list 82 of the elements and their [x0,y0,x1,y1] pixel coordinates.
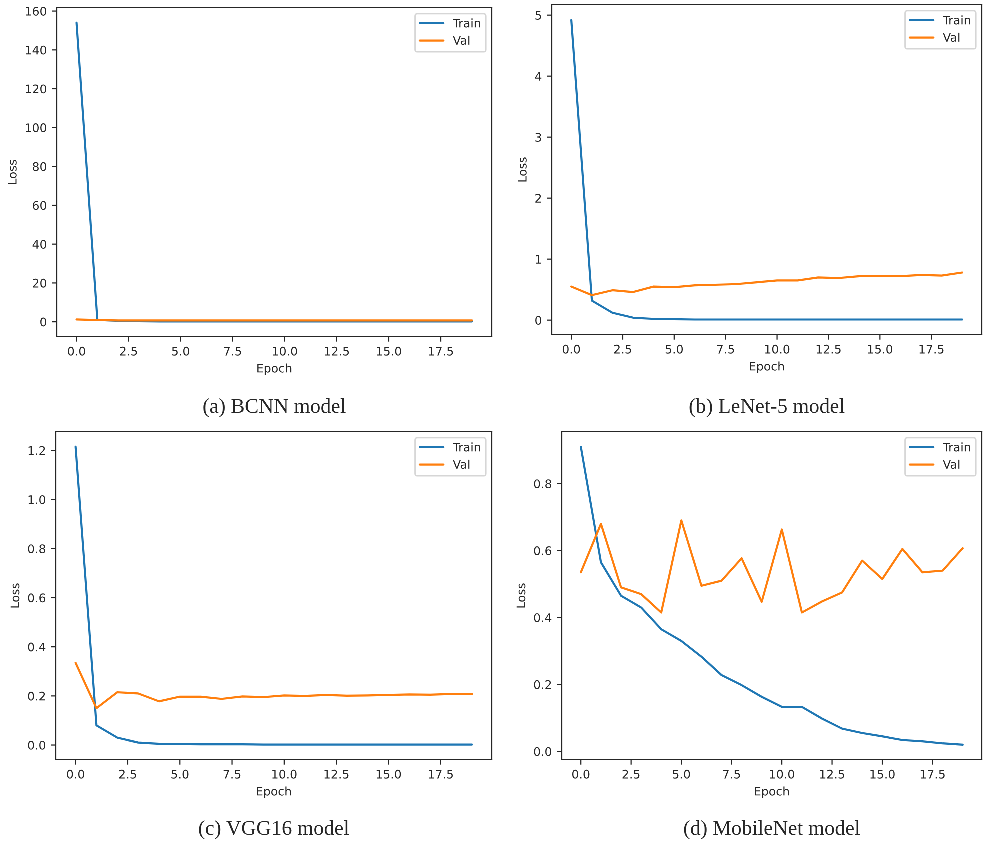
x-tick-label: 2.5 [120,346,138,356]
legend-label: Val [453,36,470,46]
x-tick-label: 2.5 [119,770,136,779]
y-tick-label: 140 [26,46,46,55]
x-tick-label: 5.0 [172,346,190,356]
legend-label: Val [943,460,960,470]
y-tick-label: 0.0 [534,747,552,756]
x-axis-title: Epoch [258,364,292,376]
y-tick-label: 0.4 [28,642,46,652]
y-tick-label: 1 [536,255,542,264]
text: (d) MobileNet model [684,820,860,840]
legend-label: Train [943,16,970,25]
x-tick-label: 12.5 [820,770,844,779]
legend-label: Val [453,460,470,470]
y-tick-label: 160 [26,7,46,16]
x-tick-label: 15.0 [870,770,895,779]
y-tick-label: 0.2 [28,692,46,701]
y-tick-label: 2 [536,194,542,203]
x-tick-label: 17.5 [920,345,944,354]
y-tick-label: 1.2 [28,446,46,456]
x-tick-label: 7.5 [224,347,242,356]
y-axis-title: Loss [518,158,527,182]
x-tick-label: 15.0 [868,344,893,354]
x-tick-label: 12.5 [324,770,349,779]
y-tick-label: 5 [536,11,542,20]
x-tick-label: 5.0 [172,770,189,779]
x-tick-label: 2.5 [622,770,640,779]
x-axis-title: Epoch [257,786,292,798]
y-tick-label: 40 [32,240,46,250]
y-tick-label: 0.6 [534,546,552,556]
y-tick-label: 0.6 [28,594,46,603]
x-tick-label: 5.0 [666,344,684,354]
x-tick-label: 10.0 [272,770,297,779]
y-tick-label: 0 [536,316,542,326]
text: (b) LeNet-5 model [690,398,845,418]
x-tick-label: 10.0 [273,346,298,356]
legend-label: Train [943,442,970,452]
y-tick-label: 1.0 [28,495,46,504]
legend-label: Train [453,18,480,28]
line-series [580,520,964,614]
x-tick-label: 0.0 [67,770,84,779]
x-tick-label: 0.0 [68,346,86,356]
y-tick-label: 0.0 [28,740,46,750]
text: (a) BCNN model [204,398,346,418]
x-tick-label: 15.0 [377,346,402,356]
y-axis-title: Loss [8,160,17,184]
x-axis-title: Epoch [755,786,790,798]
x-tick-label: 0.0 [562,344,580,354]
x-tick-label: 5.0 [673,770,690,779]
x-tick-label: 7.5 [224,770,241,779]
x-tick-label: 17.5 [429,770,453,779]
x-tick-label: 17.5 [429,347,454,356]
x-tick-label: 10.0 [765,344,790,354]
y-tick-label: 0.8 [534,480,552,489]
y-tick-label: 120 [26,84,46,94]
x-tick-label: 15.0 [376,770,402,779]
x-tick-label: 7.5 [723,770,740,779]
y-tick-label: 80 [33,162,46,172]
x-tick-label: 12.5 [816,344,841,354]
line-series [570,272,964,296]
y-tick-label: 4 [535,72,542,81]
x-tick-label: 17.5 [920,770,945,779]
y-tick-label: 60 [33,201,46,210]
y-tick-label: 0 [40,318,46,327]
x-tick-label: 10.0 [770,770,794,779]
y-tick-label: 0.8 [28,544,46,554]
y-tick-label: 0.2 [534,680,552,690]
y-tick-label: 100 [26,124,46,132]
x-tick-label: 12.5 [325,346,350,356]
y-tick-label: 0.4 [534,613,552,622]
x-tick-label: 0.0 [572,770,590,779]
line-series [74,662,474,710]
text: (c) VGG16 model [199,820,350,840]
y-tick-label: 3 [536,133,542,142]
x-axis-title: Epoch [750,362,784,374]
x-tick-label: 7.5 [717,345,734,354]
legend-label: Val [943,32,960,42]
x-tick-label: 2.5 [614,344,632,354]
y-axis-title: Loss [10,584,20,608]
y-tick-label: 20 [33,278,46,288]
y-axis-title: Loss [516,584,526,608]
legend-label: Train [453,442,480,452]
